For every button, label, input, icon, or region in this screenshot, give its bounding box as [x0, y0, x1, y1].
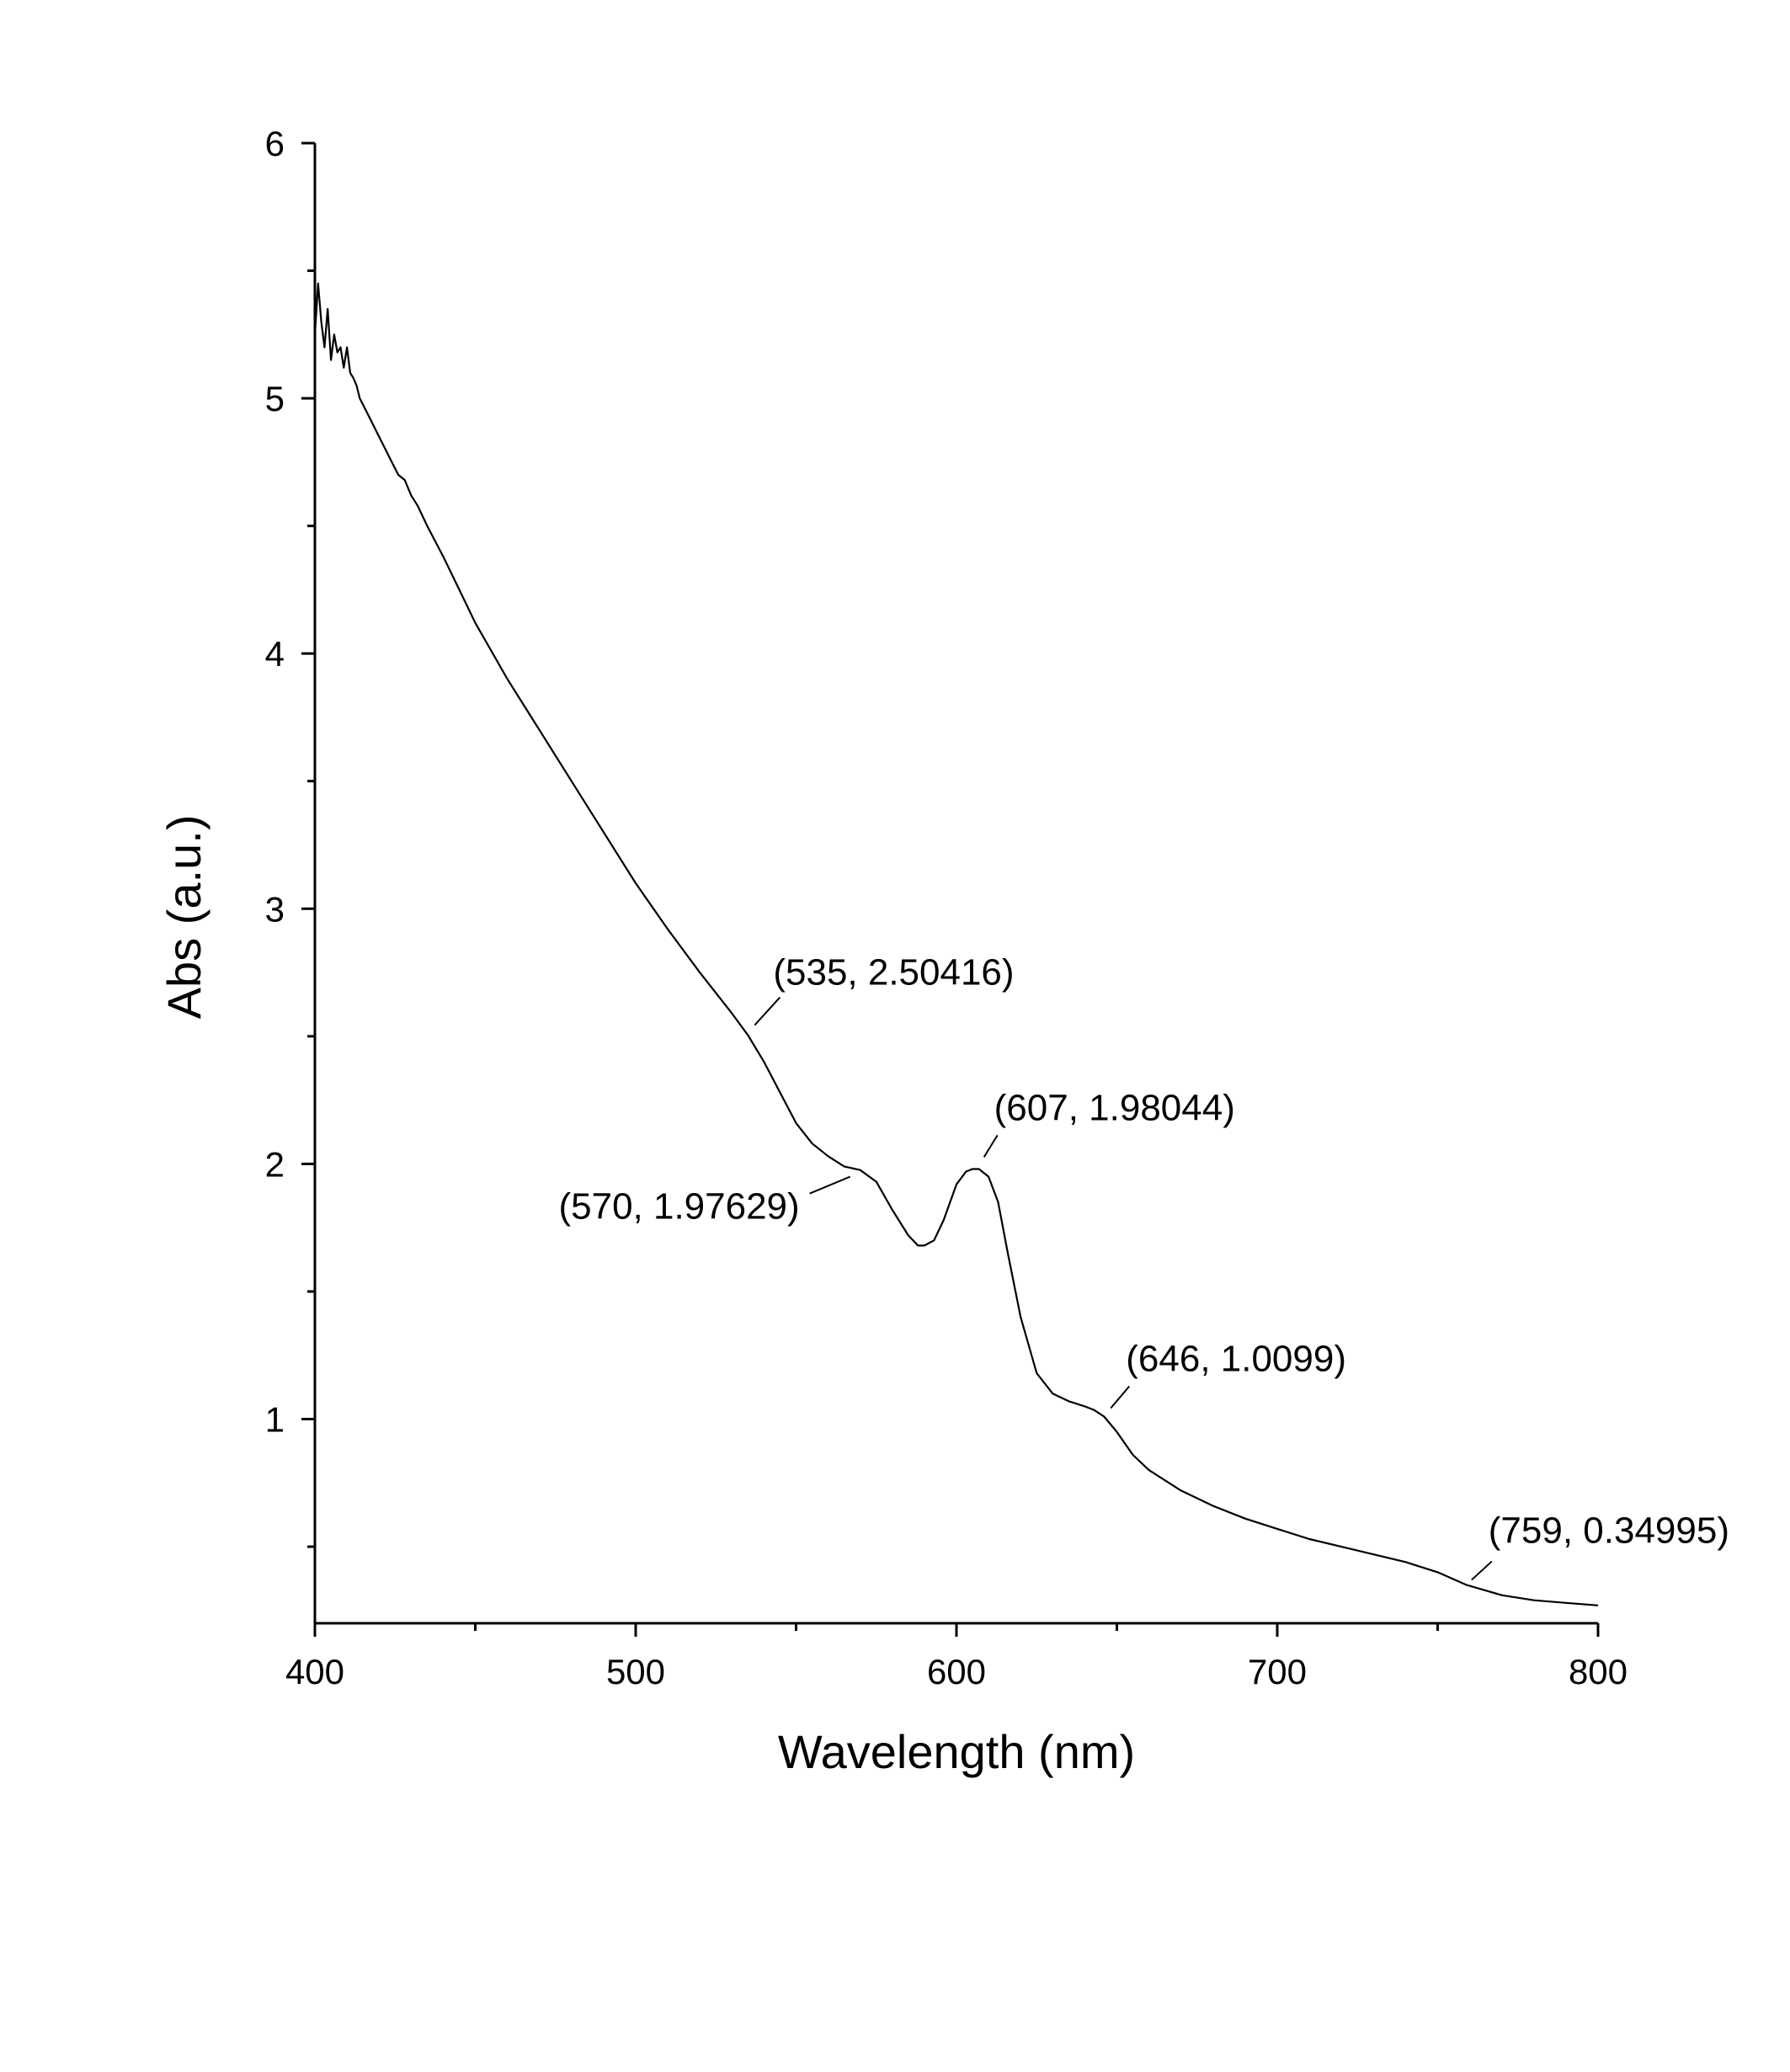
x-tick-label: 600 — [927, 1652, 986, 1691]
annotation-label: (646, 1.0099) — [1126, 1339, 1346, 1380]
y-tick-label: 5 — [265, 379, 285, 418]
x-tick-label: 500 — [606, 1652, 665, 1691]
y-tick-label: 1 — [265, 1400, 285, 1440]
annotation-leader — [809, 1175, 851, 1195]
y-tick-label: 2 — [265, 1144, 285, 1184]
annotation-leader — [754, 996, 781, 1026]
y-tick-label: 3 — [265, 889, 285, 929]
x-tick-label: 400 — [285, 1652, 344, 1691]
annotation-label: (535, 2.50416) — [773, 952, 1014, 993]
series-line-absorbance — [313, 282, 1599, 1606]
annotations: (535, 2.50416) (570, 1.97629) (607, 1.9804… — [558, 952, 1729, 1581]
y-tick-label: 6 — [265, 124, 285, 163]
y-axis-title: Abs (a.u.) — [157, 815, 210, 1020]
y-ticks: 1 2 3 4 5 6 — [265, 124, 315, 1548]
annotation-leader — [983, 1134, 999, 1158]
annotation-label: (570, 1.97629) — [558, 1186, 799, 1228]
annotation-label: (759, 0.34995) — [1489, 1510, 1729, 1552]
x-tick-label: 700 — [1248, 1652, 1307, 1691]
annotation-leader — [1471, 1560, 1493, 1581]
x-tick-label: 800 — [1569, 1652, 1628, 1691]
axes — [313, 143, 1598, 1625]
annotation-leader — [1110, 1385, 1131, 1409]
y-tick-label: 4 — [265, 634, 285, 674]
x-ticks: 400 500 600 700 800 — [285, 1623, 1628, 1691]
annotation-label: (607, 1.98044) — [994, 1087, 1235, 1128]
x-axis-title: Wavelength (nm) — [778, 1725, 1135, 1778]
